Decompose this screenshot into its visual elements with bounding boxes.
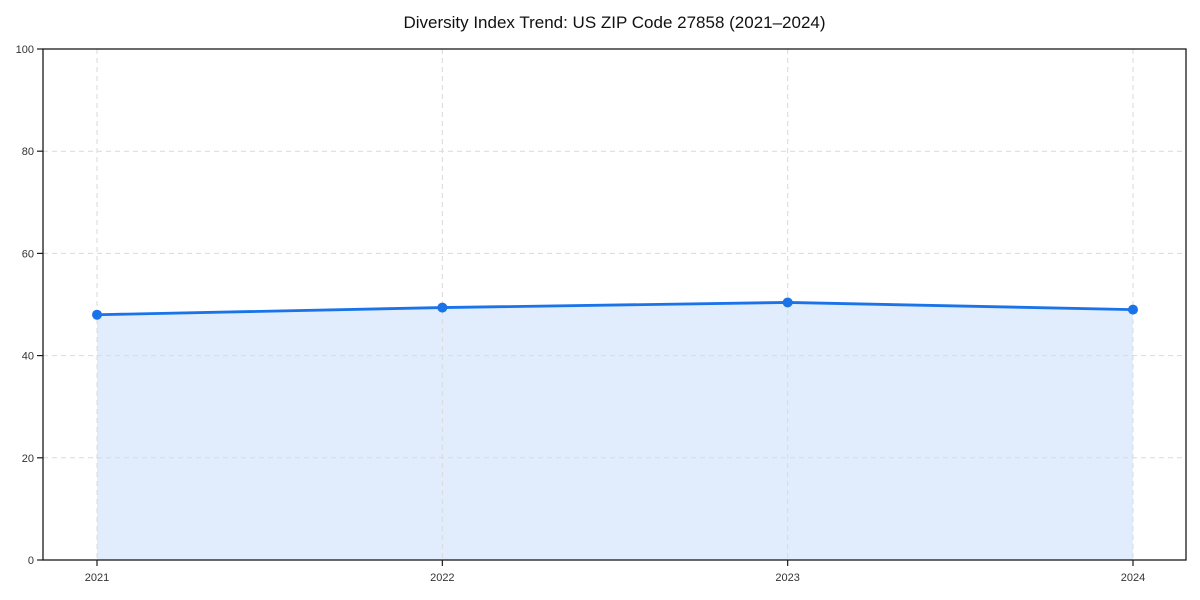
y-tick-label-40: 40: [22, 351, 34, 363]
x-tick-label-2021: 2021: [85, 572, 109, 584]
x-tick-label-2024: 2024: [1121, 572, 1145, 584]
data-point-2022: [437, 302, 448, 313]
y-tick-label-60: 60: [22, 248, 34, 260]
x-tick-label-2023: 2023: [775, 572, 799, 584]
y-tick-label-20: 20: [22, 453, 34, 465]
y-tick-label-100: 100: [16, 44, 34, 56]
y-tick-label-0: 0: [28, 555, 34, 567]
chart-title: Diversity Index Trend: US ZIP Code 27858…: [403, 13, 826, 32]
x-tick-label-2022: 2022: [430, 572, 454, 584]
plot-border: [42, 48, 1187, 561]
trend-line: [95, 301, 1135, 317]
area-fill: [97, 302, 1133, 560]
data-point-2023: [782, 297, 793, 308]
y-tick-label-80: 80: [22, 146, 34, 158]
data-point-2021: [92, 309, 102, 320]
data-point-2024: [1128, 304, 1138, 315]
